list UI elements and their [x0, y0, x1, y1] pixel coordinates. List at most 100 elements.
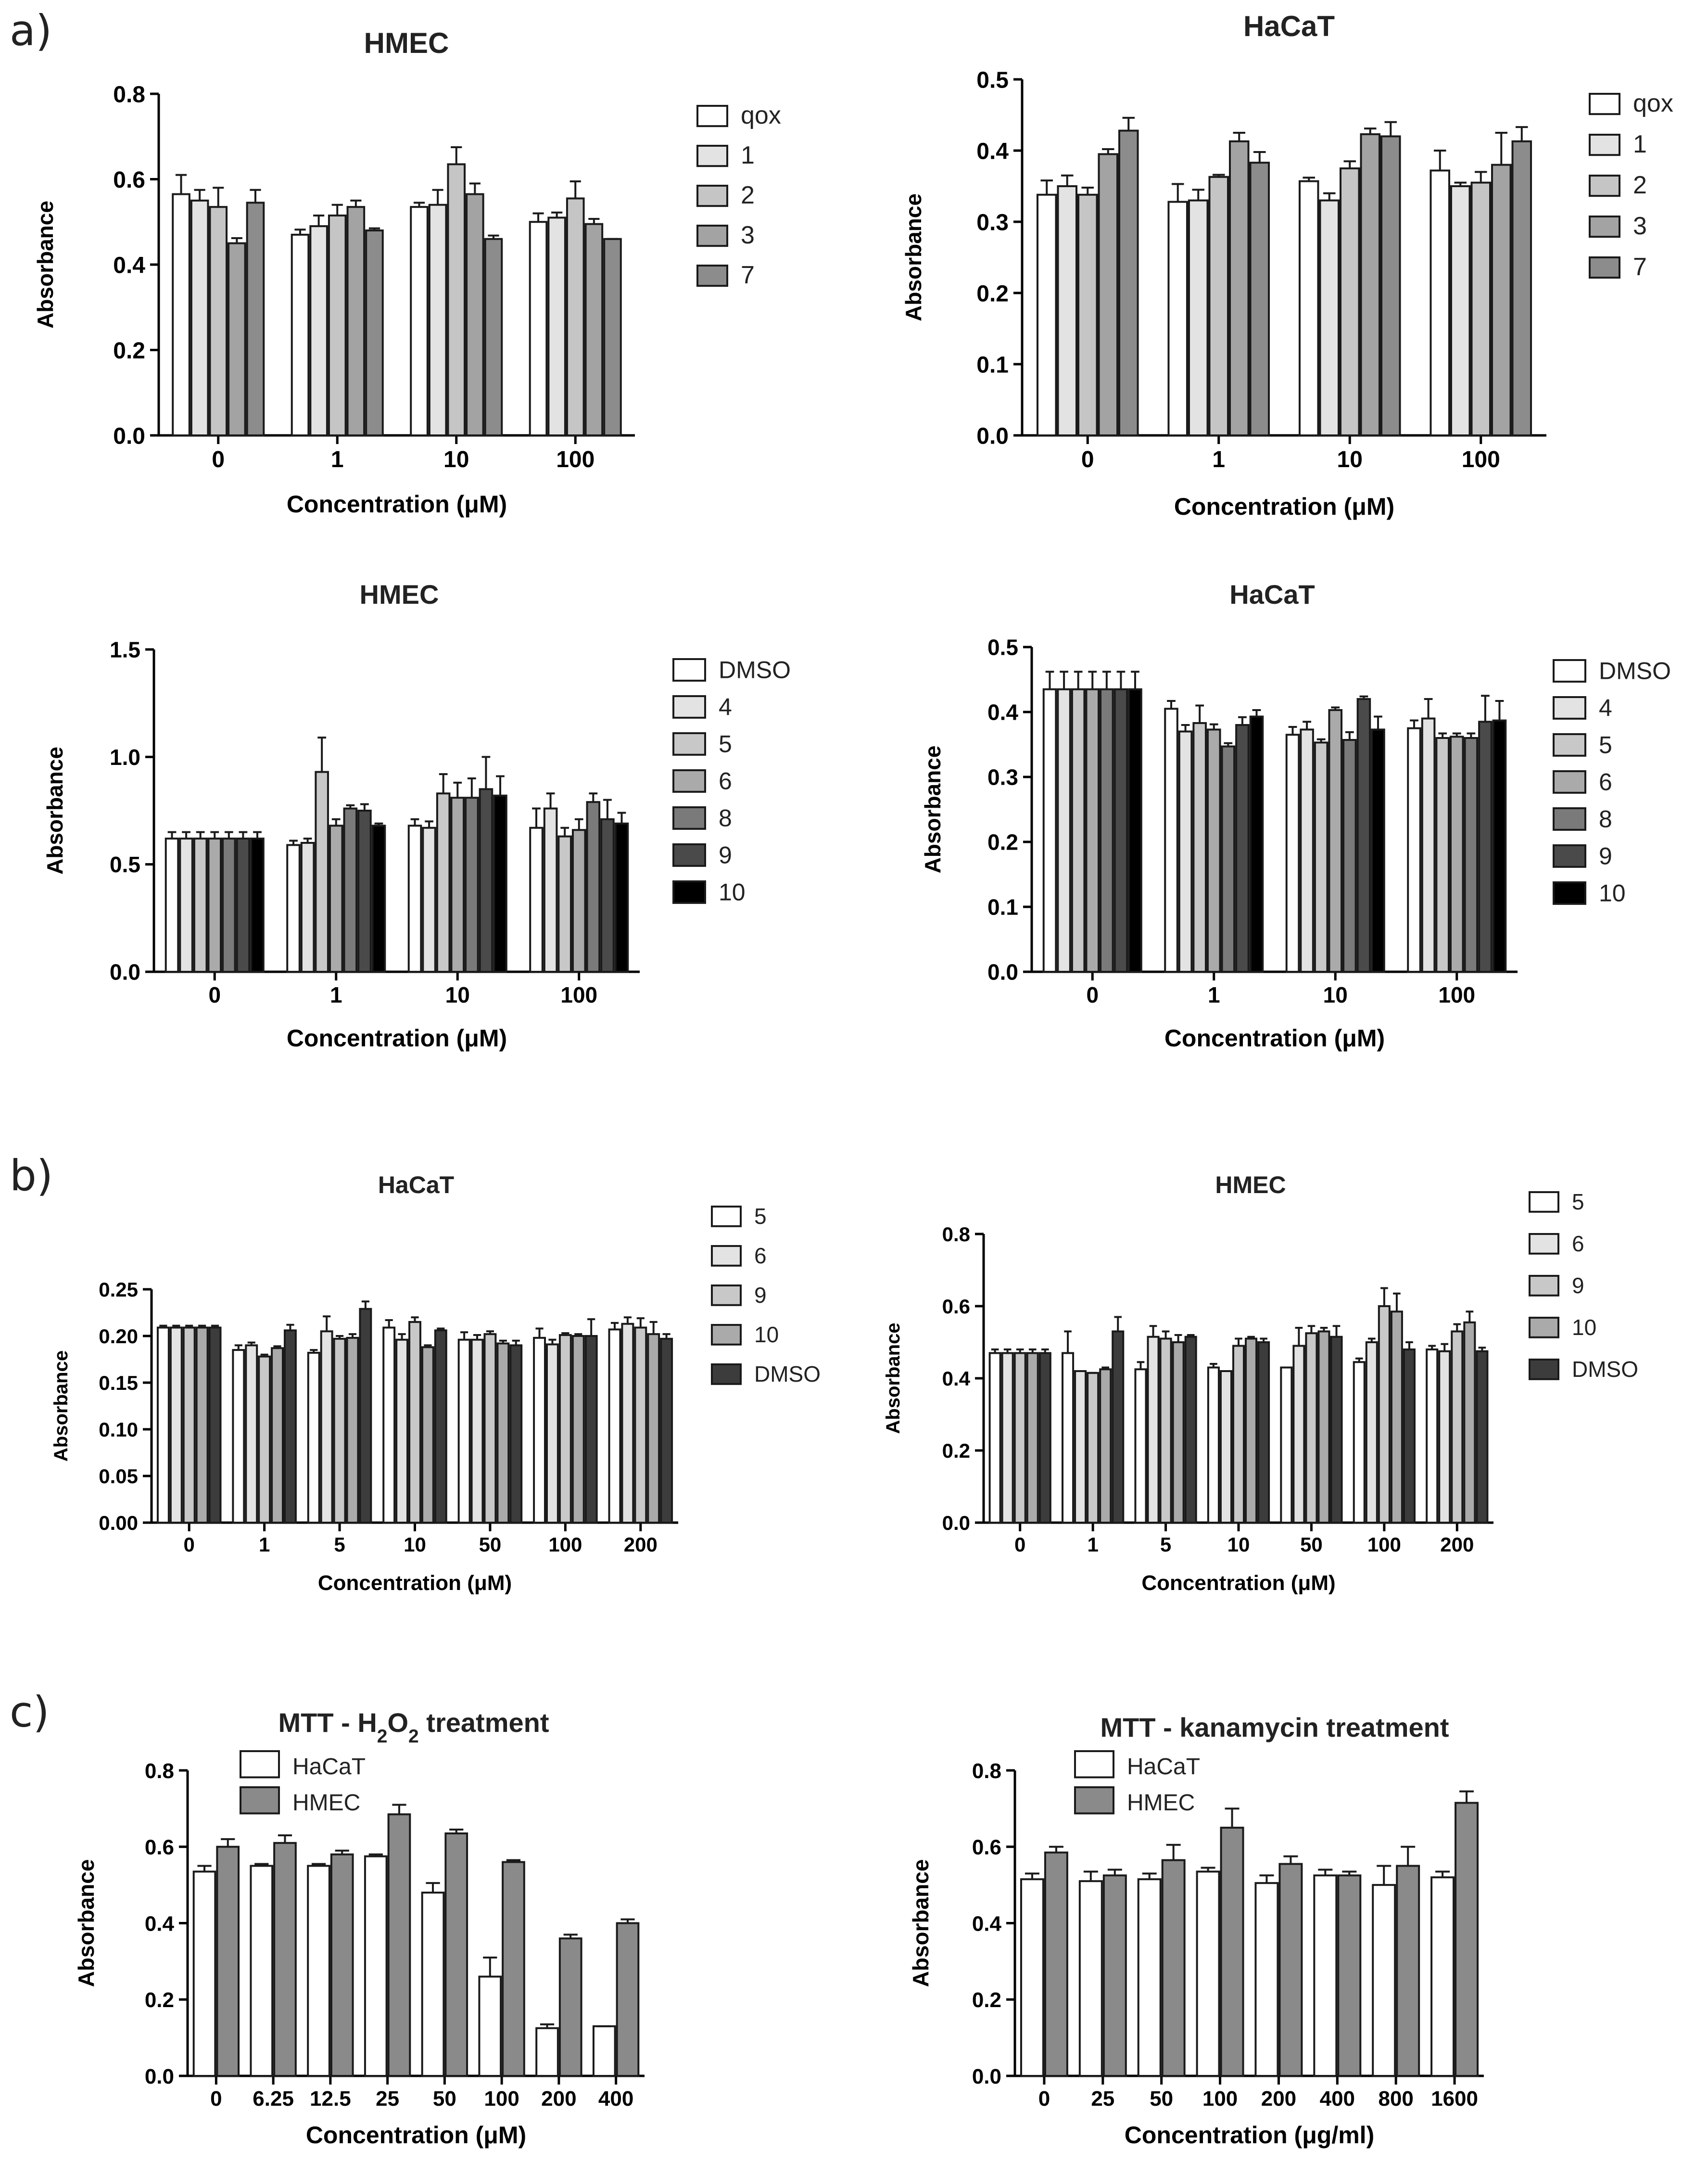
- bar: [1112, 1330, 1125, 1524]
- y-tick-label: 0.2: [972, 1988, 1001, 2012]
- legend-swatch: [711, 1284, 742, 1306]
- bar: [1300, 728, 1314, 973]
- legend-swatch: [1553, 696, 1586, 720]
- legend-label: DMSO: [719, 657, 791, 684]
- bar: [1113, 688, 1128, 973]
- x-tick-label: 1: [259, 1533, 270, 1556]
- bar: [1464, 737, 1479, 973]
- bar: [315, 771, 329, 973]
- legend-label: 8: [719, 805, 732, 832]
- legend-label: 10: [1599, 880, 1626, 907]
- panel-label-a: a): [10, 6, 52, 55]
- legend-swatch: [672, 695, 706, 719]
- bar: [444, 1832, 468, 2077]
- bar: [1219, 1370, 1232, 1524]
- bar: [179, 838, 193, 973]
- y-tick-label: 0.00: [99, 1512, 138, 1534]
- x-tick-label: 200: [624, 1533, 658, 1556]
- legend-label: HaCaT: [292, 1754, 366, 1780]
- legend-swatch: [711, 1206, 742, 1227]
- bar: [346, 206, 366, 436]
- bar: [1102, 1874, 1127, 2077]
- bar: [195, 1326, 209, 1524]
- bar: [421, 1892, 445, 2077]
- bar: [1450, 185, 1471, 436]
- bar: [309, 225, 328, 436]
- chart-4: HaCaT 0.00 0.05 0.10 0.15 0.20 0.25 0 1 5 10 50 100 2…: [51, 1171, 821, 1595]
- legend-label: 2: [1633, 171, 1647, 199]
- x-tick-label: 10: [404, 1533, 426, 1556]
- x-tick-label: 100: [1438, 982, 1475, 1007]
- bar: [1178, 730, 1193, 973]
- bar: [300, 842, 315, 973]
- bar: [364, 1855, 388, 2077]
- legend-swatch: [672, 769, 706, 793]
- y-tick-label: 0.2: [987, 830, 1018, 855]
- chart-title: MTT - kanamycin treatment: [1100, 1712, 1449, 1742]
- bar: [222, 838, 236, 973]
- x-tick-label: 10: [443, 447, 469, 472]
- bar: [343, 807, 358, 973]
- bar: [1118, 129, 1139, 436]
- legend-swatch: [1553, 807, 1586, 831]
- x-tick-label: 0: [208, 982, 221, 1007]
- x-tick-label: 400: [1320, 2087, 1355, 2111]
- x-tick-label: 1: [1212, 447, 1225, 472]
- bar: [1026, 1352, 1039, 1524]
- y-tick-label: 0.4: [942, 1367, 971, 1390]
- bar: [1426, 1348, 1439, 1524]
- x-tick-label: 10: [1227, 1533, 1250, 1556]
- legend-swatch: [696, 185, 728, 207]
- bar: [1285, 734, 1300, 973]
- bar: [284, 1329, 297, 1524]
- bar: [395, 1338, 409, 1524]
- bar: [1159, 1337, 1172, 1524]
- bar: [434, 1329, 447, 1524]
- bar: [232, 1349, 245, 1524]
- bar: [1044, 1851, 1068, 2077]
- bar: [614, 822, 629, 973]
- x-axis-title: Concentration (μM): [1174, 493, 1394, 520]
- x-tick-label: 200: [541, 2087, 576, 2111]
- y-tick-label: 0.6: [972, 1836, 1001, 1859]
- bar: [1396, 1865, 1420, 2077]
- y-tick-label: 0.2: [145, 1988, 174, 2012]
- bar: [1257, 1341, 1270, 1524]
- legend-label: 6: [1572, 1231, 1584, 1256]
- y-axis-title: Absorbance: [42, 747, 67, 875]
- bar: [1511, 140, 1532, 436]
- legend-swatch: [1529, 1359, 1559, 1380]
- bar: [236, 838, 251, 973]
- bar: [407, 825, 422, 973]
- y-tick-label: 0.0: [972, 2065, 1001, 2088]
- bar: [1161, 1859, 1186, 2077]
- x-tick-label: 50: [1300, 1533, 1323, 1556]
- legend-swatch: [1553, 659, 1586, 683]
- bar: [1328, 709, 1343, 973]
- bar: [1208, 176, 1229, 436]
- legend-label: 7: [741, 261, 755, 289]
- legend-swatch: [1589, 216, 1620, 238]
- legend-label: 3: [741, 221, 755, 249]
- bar: [1476, 1350, 1489, 1524]
- legend-swatch: [1553, 844, 1586, 868]
- x-axis-title: Concentration (μM): [306, 2122, 526, 2149]
- x-tick-label: 100: [1202, 2087, 1238, 2111]
- x-tick-label: 10: [1323, 982, 1348, 1007]
- legend-label: HMEC: [292, 1790, 360, 1816]
- legend-swatch: [696, 105, 728, 127]
- bar: [533, 1336, 546, 1524]
- bar: [1235, 724, 1250, 973]
- x-tick-label: 200: [1261, 2087, 1296, 2111]
- legend-swatch: [240, 1750, 280, 1779]
- chart-3: HaCaT 0.0 0.1 0.2 0.3 0.4 0.5 0 1 10 100 Concentrat…: [920, 579, 1671, 1052]
- legend-swatch: [1529, 1233, 1559, 1255]
- x-tick-label: 5: [334, 1533, 345, 1556]
- bar: [330, 1853, 354, 2077]
- y-tick-label: 0.3: [976, 210, 1009, 235]
- x-axis-title: Concentration (μM): [1141, 1571, 1335, 1595]
- bar: [509, 1344, 523, 1524]
- legend-label: 1: [1633, 130, 1647, 158]
- y-tick-label: 0.5: [110, 852, 140, 877]
